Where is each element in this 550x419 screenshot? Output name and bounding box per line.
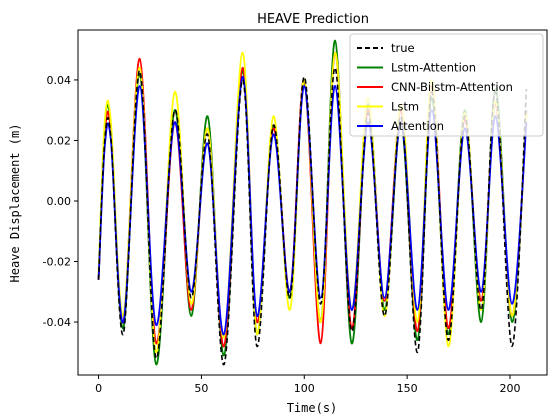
y-tick-label: 0.02	[47, 134, 72, 147]
y-tick-label: 0.00	[47, 195, 72, 208]
y-axis: -0.04 -0.02 0.00 0.02 0.04	[43, 74, 78, 329]
legend-label: true	[391, 41, 415, 55]
legend-label: CNN-Bilstm-Attention	[391, 80, 513, 94]
x-axis: 0 50 100 150 200	[95, 375, 520, 395]
y-tick-label: 0.04	[47, 74, 72, 87]
x-tick-label: 150	[397, 382, 418, 395]
legend-label: Attention	[391, 119, 444, 133]
x-tick-label: 200	[499, 382, 520, 395]
legend-label: Lstm	[391, 100, 419, 114]
series-layer	[97, 39, 528, 366]
x-tick-label: 0	[95, 382, 102, 395]
series-line-attention	[97, 76, 528, 336]
plot-frame	[77, 29, 548, 376]
chart-title: HEAVE Prediction	[257, 12, 369, 27]
series-line-true	[97, 67, 528, 366]
x-axis-label: Time(s)	[287, 401, 338, 415]
legend-box	[349, 33, 544, 137]
legend: true Lstm-Attention CNN-Bilstm-Attention Ls…	[349, 33, 544, 137]
legend-label: Lstm-Attention	[391, 61, 476, 75]
y-tick-label: -0.04	[43, 316, 71, 329]
y-tick-label: -0.02	[43, 256, 71, 269]
x-tick-label: 50	[194, 382, 208, 395]
x-tick-label: 100	[294, 382, 315, 395]
y-axis-label: Heave Displacement (m)	[8, 124, 22, 283]
